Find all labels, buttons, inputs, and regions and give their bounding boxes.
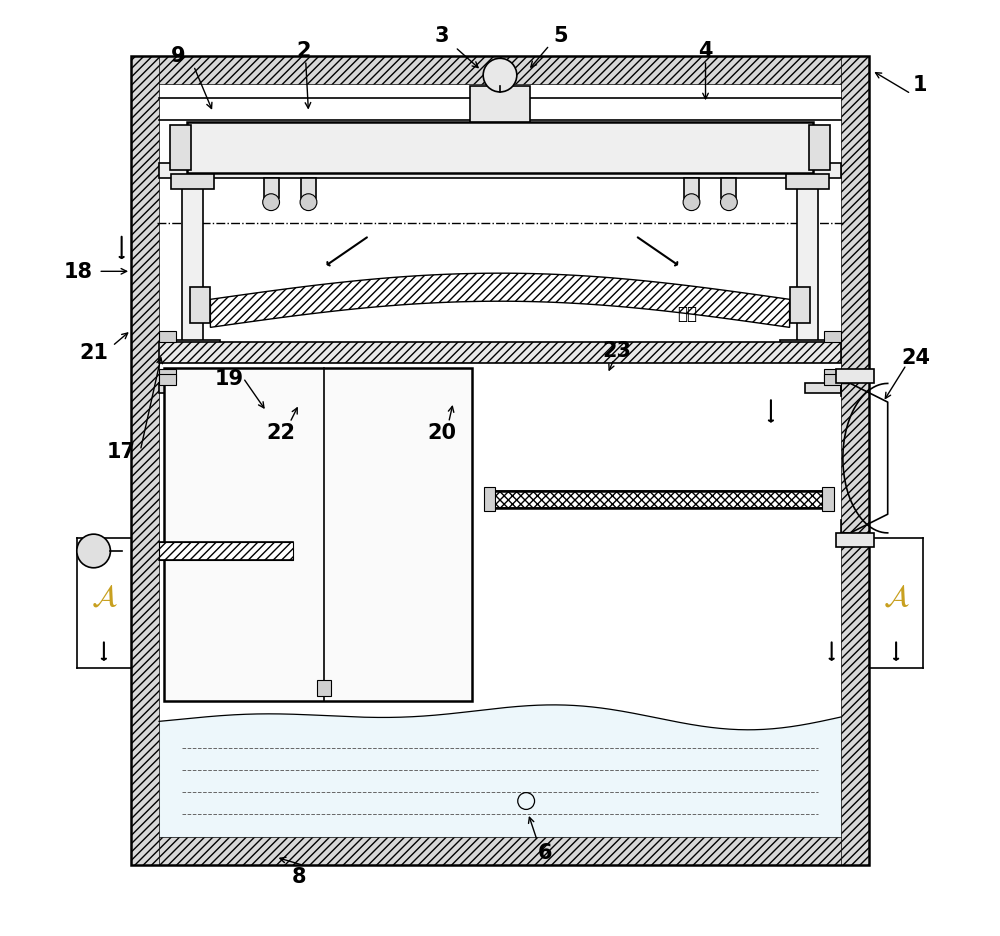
Bar	[824, 331, 841, 343]
Text: 5: 5	[553, 26, 568, 46]
Bar	[721, 179, 736, 199]
Bar	[170, 125, 191, 171]
Circle shape	[483, 59, 517, 93]
Text: $\mathcal{A}$: $\mathcal{A}$	[883, 582, 909, 611]
Circle shape	[683, 195, 700, 212]
Bar	[159, 384, 195, 393]
Bar	[317, 680, 331, 696]
Bar	[159, 542, 293, 561]
Bar	[786, 175, 829, 190]
Bar	[159, 374, 176, 386]
Bar	[824, 370, 841, 381]
Bar	[824, 374, 841, 386]
Circle shape	[77, 534, 110, 568]
Bar	[684, 179, 699, 199]
Text: 24: 24	[901, 348, 930, 368]
Bar	[836, 534, 874, 548]
Text: 8: 8	[292, 866, 306, 885]
Text: 9: 9	[170, 46, 185, 66]
Bar	[841, 57, 869, 865]
Polygon shape	[210, 274, 790, 328]
Bar	[131, 837, 869, 865]
Circle shape	[263, 195, 280, 212]
Bar	[489, 491, 832, 508]
Text: 3: 3	[435, 26, 449, 46]
Text: 22: 22	[266, 422, 295, 443]
Bar	[187, 123, 813, 174]
Text: 天窗: 天窗	[677, 305, 697, 323]
Bar	[790, 288, 810, 323]
Text: 4: 4	[698, 41, 713, 61]
Bar	[489, 491, 832, 508]
Bar	[131, 57, 869, 865]
Bar	[182, 179, 203, 356]
Bar	[805, 384, 841, 393]
Bar	[484, 488, 495, 512]
Text: 18: 18	[63, 262, 92, 282]
Bar	[797, 179, 818, 356]
Circle shape	[300, 195, 317, 212]
Text: 23: 23	[602, 341, 631, 360]
Bar	[159, 164, 841, 179]
Bar	[159, 370, 176, 381]
Text: 1: 1	[913, 76, 928, 95]
Bar	[470, 87, 530, 123]
Text: 19: 19	[215, 369, 244, 388]
Bar	[836, 370, 874, 384]
Bar	[301, 179, 316, 199]
Bar	[809, 125, 830, 171]
Bar	[190, 288, 210, 323]
Bar	[159, 343, 841, 363]
Bar	[264, 179, 279, 199]
Bar	[164, 368, 472, 701]
Bar	[780, 341, 834, 356]
Circle shape	[720, 195, 737, 212]
Bar	[159, 331, 176, 343]
Text: 20: 20	[428, 422, 457, 443]
Text: 2: 2	[297, 41, 311, 61]
Bar	[171, 175, 214, 190]
Text: 21: 21	[79, 343, 108, 362]
Text: 6: 6	[538, 842, 552, 862]
Bar	[822, 488, 834, 512]
Text: 17: 17	[107, 441, 136, 461]
Bar	[131, 57, 159, 865]
Text: $\mathcal{A}$: $\mathcal{A}$	[91, 582, 117, 611]
Bar	[131, 57, 869, 85]
Bar	[166, 341, 220, 356]
